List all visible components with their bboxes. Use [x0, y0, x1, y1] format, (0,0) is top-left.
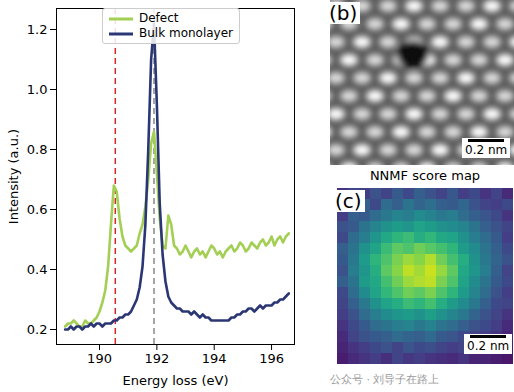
svg-text:0.2: 0.2 [27, 322, 48, 337]
svg-text:0.4: 0.4 [27, 262, 48, 277]
html-text:NNMF score map: NNMF score map [369, 168, 481, 183]
svg-text:Energy loss (eV): Energy loss (eV) [123, 373, 229, 388]
html-text:0.2 nm: 0.2 nm [465, 143, 508, 157]
html-text:0.2 nm: 0.2 nm [467, 339, 510, 353]
html-text:(b): (b) [329, 1, 358, 25]
html-text:公众号 · 刘导子在路上: 公众号 · 刘导子在路上 [330, 373, 440, 386]
svg-text:Intensity (a.u.): Intensity (a.u.) [6, 129, 21, 224]
svg-text:1.0: 1.0 [27, 82, 48, 97]
svg-text:196: 196 [259, 351, 284, 366]
html-text:Defect: Defect [139, 11, 179, 25]
svg-text:0.8: 0.8 [27, 142, 48, 157]
svg-text:192: 192 [144, 351, 169, 366]
html-text:(c): (c) [335, 189, 362, 213]
svg-text:190: 190 [87, 351, 112, 366]
html-text:Bulk monolayer: Bulk monolayer [139, 26, 233, 40]
svg-text:194: 194 [202, 351, 227, 366]
svg-text:1.2: 1.2 [27, 22, 48, 37]
svg-text:0.6: 0.6 [27, 202, 48, 217]
